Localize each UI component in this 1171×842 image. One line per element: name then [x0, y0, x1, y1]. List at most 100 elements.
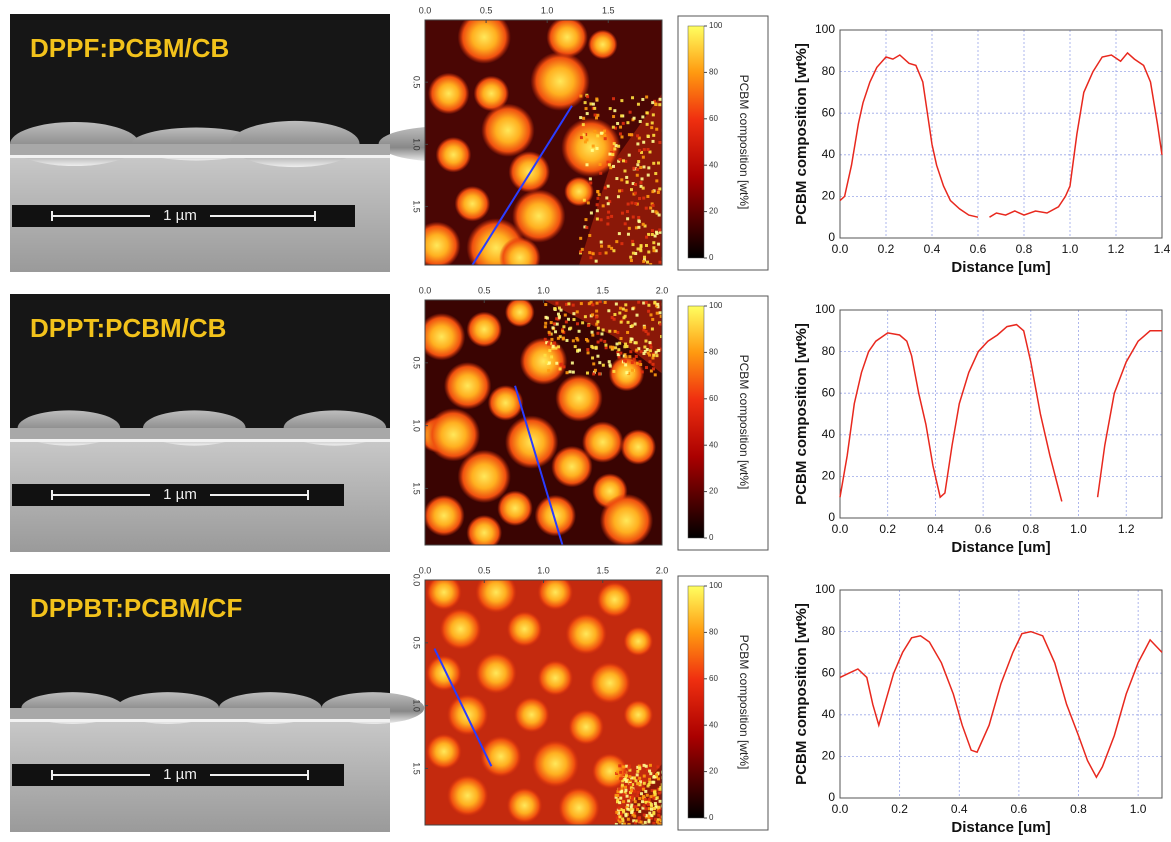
map-x-tick-label: 1.0 [541, 5, 554, 15]
plot-area [840, 30, 1162, 238]
noise-pixel [615, 776, 619, 780]
noise-pixel [629, 350, 633, 354]
noise-pixel [647, 309, 651, 313]
noise-pixel [589, 102, 593, 106]
noise-pixel [614, 302, 618, 306]
noise-pixel [581, 321, 585, 325]
noise-pixel [623, 791, 627, 795]
noise-pixel [606, 202, 610, 206]
pcbm-domain [506, 611, 543, 647]
noise-pixel [579, 302, 583, 306]
noise-pixel [640, 150, 644, 154]
y-axis-label: PCBM composition [wt%] [793, 43, 810, 225]
noise-pixel [656, 818, 660, 822]
noise-pixel [653, 373, 657, 377]
noise-pixel [654, 817, 658, 821]
scale-bar-label: 1 µm [163, 207, 197, 224]
noise-pixel [637, 215, 641, 219]
noise-pixel [648, 777, 652, 781]
x-tick-label: 0.2 [878, 242, 895, 256]
noise-pixel [553, 307, 557, 311]
noise-pixel [596, 320, 600, 324]
noise-pixel [551, 346, 555, 350]
y-tick-label: 100 [815, 22, 835, 36]
noise-pixel [656, 302, 660, 306]
x-tick-label: 0.0 [832, 242, 849, 256]
noise-pixel [618, 311, 622, 315]
pcbm-domain [519, 337, 568, 385]
colorbar-tick-label: 20 [709, 487, 718, 496]
noise-pixel [626, 202, 630, 206]
noise-pixel [619, 796, 623, 800]
noise-pixel [585, 163, 589, 167]
noise-pixel [564, 320, 568, 324]
colorbar-tick-label: 60 [709, 114, 718, 123]
noise-pixel [633, 821, 637, 825]
noise-pixel [558, 367, 562, 371]
noise-pixel [603, 129, 607, 133]
noise-pixel [658, 228, 662, 232]
noise-pixel [601, 204, 605, 208]
noise-pixel [616, 770, 620, 774]
noise-pixel [595, 315, 599, 319]
noise-pixel [617, 348, 621, 352]
pcbm-domain [596, 581, 633, 618]
data-line [839, 51, 1163, 218]
noise-pixel [658, 187, 662, 191]
noise-pixel [571, 370, 575, 374]
noise-pixel [654, 304, 658, 308]
noise-pixel [598, 300, 602, 304]
noise-pixel [599, 240, 603, 244]
pcbm-domain [537, 660, 574, 696]
pcbm-domain [466, 311, 503, 348]
noise-pixel [620, 788, 624, 792]
noise-pixel [649, 816, 653, 820]
noise-pixel [618, 820, 622, 824]
noise-pixel [607, 163, 611, 167]
noise-pixel [660, 804, 662, 808]
sample-label: DPPF:PCBM/CB [30, 33, 229, 63]
pcbm-domain [530, 51, 590, 111]
noise-pixel [646, 351, 650, 355]
noise-pixel [615, 177, 619, 181]
noise-pixel [621, 121, 625, 125]
noise-pixel [615, 816, 619, 820]
x-tick-label: 1.0 [1070, 522, 1087, 536]
noise-pixel [625, 794, 629, 798]
noise-pixel [643, 255, 647, 259]
map-x-tick-label: 1.5 [596, 285, 609, 295]
noise-pixel [625, 175, 629, 179]
plot-area [840, 590, 1162, 798]
noise-pixel [652, 353, 656, 357]
noise-pixel [617, 355, 621, 359]
noise-pixel [573, 345, 577, 349]
noise-pixel [638, 149, 642, 153]
noise-pixel [652, 790, 656, 794]
noise-pixel [660, 815, 662, 819]
noise-pixel [622, 800, 626, 804]
noise-pixel [655, 773, 659, 777]
colorbar-tick-label: 20 [709, 207, 718, 216]
noise-pixel [640, 370, 644, 374]
sem-film [10, 144, 390, 156]
noise-pixel [628, 110, 632, 114]
noise-pixel [562, 325, 566, 329]
noise-pixel [628, 808, 632, 812]
noise-pixel [598, 162, 602, 166]
colorbar-tick-label: 40 [709, 160, 718, 169]
noise-pixel [587, 302, 591, 306]
noise-pixel [586, 201, 590, 205]
noise-pixel [594, 345, 598, 349]
noise-pixel [611, 164, 615, 168]
colorbar-tick-label: 40 [709, 440, 718, 449]
noise-pixel [564, 302, 568, 306]
noise-pixel [652, 821, 656, 825]
noise-pixel [550, 355, 554, 359]
noise-pixel [608, 363, 612, 367]
map-x-tick-label: 0.5 [478, 285, 491, 295]
noise-region [543, 300, 662, 374]
y-tick-label: 20 [822, 749, 836, 763]
noise-pixel [620, 189, 624, 193]
noise-pixel [577, 329, 581, 333]
noise-pixel [576, 338, 580, 342]
